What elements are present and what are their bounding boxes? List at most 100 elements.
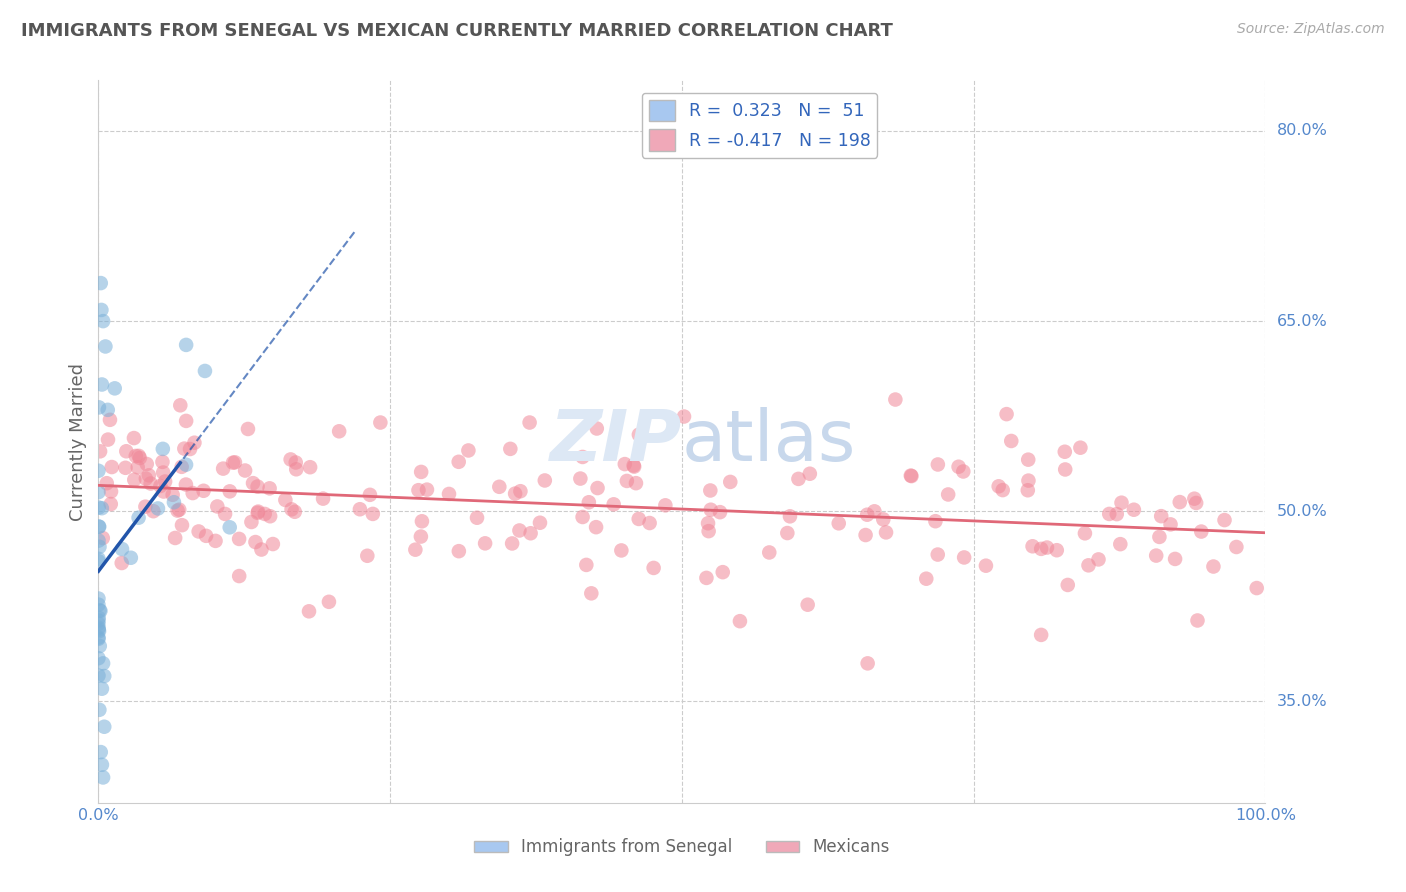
Point [224,455,246,469]
Point [952,465,974,479]
Point [207,500,229,514]
Point [89,604,111,618]
Point [1017,474,1039,488]
Point [218,520,240,534]
Point [643,561,665,575]
Point [465,510,488,524]
Point [991,483,1014,497]
Point [167,502,190,516]
Point [87,632,110,646]
Point [718,475,741,489]
Point [87,651,110,665]
Point [87,591,110,606]
Text: 50.0%: 50.0% [1277,504,1327,519]
Point [1074,526,1097,541]
Point [169,398,191,412]
Point [87,598,110,612]
Point [758,545,780,559]
Point [114,460,136,475]
Point [1031,628,1053,642]
Point [585,520,607,534]
Point [236,422,259,436]
Point [875,525,897,540]
Point [149,479,172,493]
Point [163,495,186,509]
Point [240,515,263,529]
Point [142,504,165,518]
Point [571,510,593,524]
Point [233,463,256,477]
Point [128,450,150,465]
Point [212,461,235,475]
Point [128,510,150,524]
Point [245,535,267,549]
Point [623,459,645,474]
Point [89,519,111,533]
Point [127,460,149,475]
Point [828,516,851,531]
Point [1189,524,1212,539]
Point [90,501,112,516]
Point [361,507,384,521]
Point [246,479,269,493]
Point [174,414,197,428]
Point [87,519,110,533]
Point [856,508,879,522]
Point [711,565,734,579]
Point [87,401,110,415]
Point [104,381,127,395]
Point [709,505,731,519]
Point [529,516,551,530]
Point [1164,552,1187,566]
Point [96,476,118,491]
Point [89,444,111,458]
Point [575,558,598,572]
Point [280,502,302,516]
Point [87,668,110,682]
Point [900,468,922,483]
Point [152,484,174,499]
Point [152,455,174,469]
Point [585,421,607,435]
Point [503,486,526,500]
Point [101,460,124,475]
Point [613,457,636,471]
Point [1000,434,1022,448]
Point [90,757,112,772]
Point [87,500,110,515]
Point [488,480,510,494]
Point [1109,537,1132,551]
Point [437,487,460,501]
Point [87,614,110,628]
Point [162,488,184,502]
Point [170,459,193,474]
Point [1036,541,1059,555]
Point [90,302,112,317]
Point [1202,559,1225,574]
Point [856,657,879,671]
Point [474,536,496,550]
Point [89,703,111,717]
Point [134,500,156,514]
Point [501,536,523,550]
Point [228,532,250,546]
Point [299,460,322,475]
Point [318,595,340,609]
Point [1122,502,1144,516]
Point [259,481,281,495]
Point [638,516,661,530]
Point [250,542,273,557]
Point [253,507,276,521]
Point [1149,530,1171,544]
Point [1069,441,1091,455]
Point [100,497,122,511]
Point [581,586,603,600]
Point [699,483,721,498]
Point [404,542,426,557]
Point [246,506,269,520]
Point [87,621,110,635]
Point [87,533,110,548]
Legend: Immigrants from Senegal, Mexicans: Immigrants from Senegal, Mexicans [468,831,896,863]
Text: IMMIGRANTS FROM SENEGAL VS MEXICAN CURRENTLY MARRIED CORRELATION CHART: IMMIGRANTS FROM SENEGAL VS MEXICAN CURRE… [21,22,893,40]
Point [1111,496,1133,510]
